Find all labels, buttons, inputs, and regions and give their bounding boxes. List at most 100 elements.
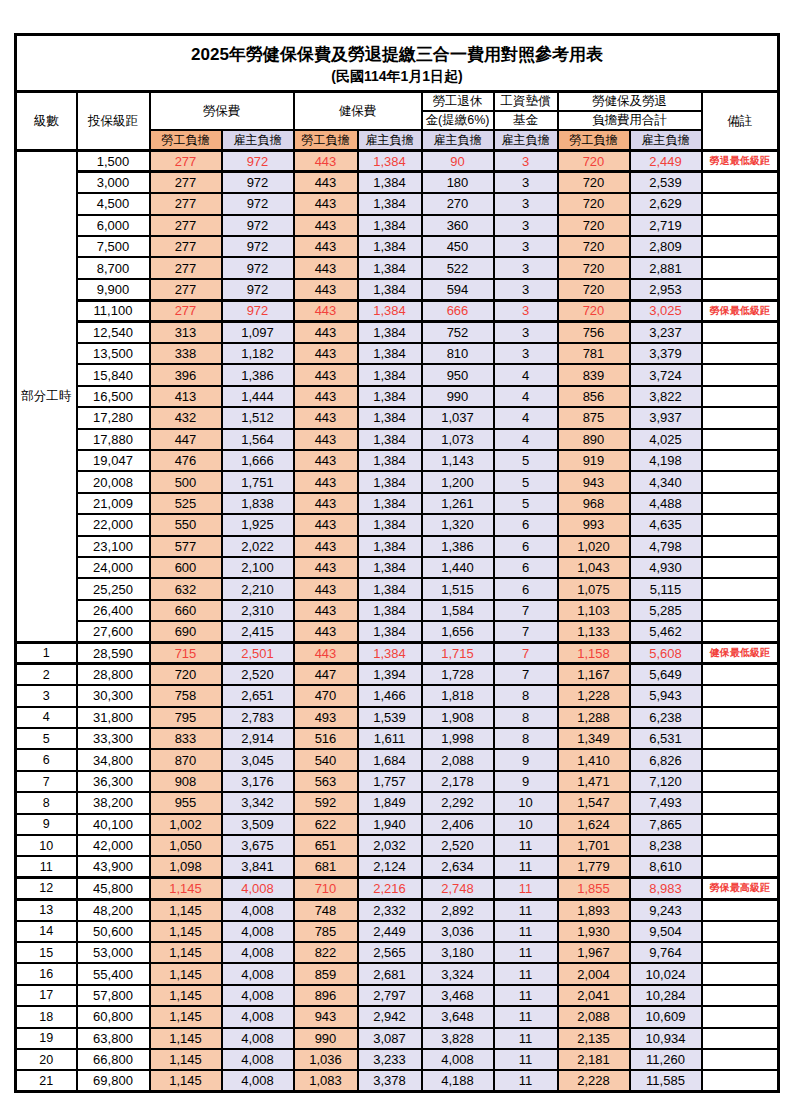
cell-labor-employer: 972 <box>222 193 294 214</box>
cell-salary: 43,900 <box>77 856 150 877</box>
cell-remark <box>702 899 779 920</box>
table-row: 27,6006902,4154431,3841,65671,1335,462 <box>16 621 779 642</box>
cell-pension-employer: 1,998 <box>422 728 494 749</box>
cell-labor-employer: 972 <box>222 279 294 300</box>
cell-labor-employee: 1,145 <box>150 942 222 963</box>
cell-health-employee: 540 <box>294 749 358 770</box>
cell-health-employer: 1,394 <box>358 664 422 685</box>
cell-remark <box>702 749 779 770</box>
table-row: 24,0006002,1004431,3841,44061,0434,930 <box>16 557 779 578</box>
cell-total-employer: 2,953 <box>630 279 702 300</box>
cell-level: 17 <box>16 985 77 1006</box>
cell-health-employer: 1,384 <box>358 364 422 385</box>
cell-health-employee: 443 <box>294 343 358 364</box>
cell-wage-fund-employer: 11 <box>494 1006 558 1027</box>
cell-total-employee: 2,181 <box>558 1049 630 1070</box>
cell-total-employer: 10,284 <box>630 985 702 1006</box>
cell-total-employee: 781 <box>558 343 630 364</box>
cell-level: 20 <box>16 1049 77 1070</box>
cell-wage-fund-employer: 5 <box>494 450 558 471</box>
cell-wage-fund-employer: 3 <box>494 343 558 364</box>
cell-remark <box>702 450 779 471</box>
cell-level: 1 <box>16 642 77 663</box>
cell-total-employer: 10,024 <box>630 963 702 984</box>
premium-reference-table-container: 2025年勞健保保費及勞退提繳三合一費用對照參考用表 (民國114年1月1日起)… <box>14 33 780 1093</box>
cell-health-employer: 3,378 <box>358 1070 422 1091</box>
cell-total-employer: 2,539 <box>630 172 702 193</box>
cell-pension-employer: 1,728 <box>422 664 494 685</box>
cell-wage-fund-employer: 3 <box>494 193 558 214</box>
cell-remark <box>702 664 779 685</box>
cell-total-employer: 7,493 <box>630 792 702 813</box>
cell-health-employer: 1,384 <box>358 236 422 257</box>
cell-labor-employee: 277 <box>150 215 222 236</box>
cell-remark <box>702 557 779 578</box>
cell-health-employee: 443 <box>294 621 358 642</box>
cell-health-employee: 443 <box>294 407 358 428</box>
cell-salary: 4,500 <box>77 193 150 214</box>
cell-pension-employer: 3,468 <box>422 985 494 1006</box>
table-row: 1042,0001,0503,6756512,0322,520111,7018,… <box>16 835 779 856</box>
table-row: 8,7002779724431,38452237202,881 <box>16 257 779 278</box>
subheader-labor-employee: 勞工負擔 <box>150 130 222 151</box>
cell-labor-employer: 2,914 <box>222 728 294 749</box>
table-row: 19,0474761,6664431,3841,14359194,198 <box>16 450 779 471</box>
cell-remark <box>702 407 779 428</box>
cell-health-employee: 443 <box>294 578 358 599</box>
cell-health-employer: 1,384 <box>358 600 422 621</box>
cell-total-employer: 2,449 <box>630 151 702 172</box>
cell-health-employee: 748 <box>294 899 358 920</box>
cell-salary: 30,300 <box>77 685 150 706</box>
cell-total-employer: 9,243 <box>630 899 702 920</box>
cell-health-employee: 447 <box>294 664 358 685</box>
cell-level: 11 <box>16 856 77 877</box>
col-header-level: 級數 <box>16 92 77 151</box>
cell-total-employer: 4,930 <box>630 557 702 578</box>
cell-wage-fund-employer: 3 <box>494 279 558 300</box>
table-row: 330,3007582,6514701,4661,81881,2285,943 <box>16 685 779 706</box>
cell-remark <box>702 771 779 792</box>
table-row: 1963,8001,1454,0089903,0873,828112,13510… <box>16 1028 779 1049</box>
table-row: 128,5907152,5014431,3841,71571,1585,608健… <box>16 642 779 663</box>
cell-total-employer: 4,798 <box>630 536 702 557</box>
cell-wage-fund-employer: 11 <box>494 942 558 963</box>
cell-pension-employer: 1,656 <box>422 621 494 642</box>
cell-health-employee: 896 <box>294 985 358 1006</box>
cell-health-employer: 1,611 <box>358 728 422 749</box>
cell-total-employer: 3,237 <box>630 322 702 343</box>
cell-pension-employer: 3,036 <box>422 921 494 942</box>
cell-labor-employee: 338 <box>150 343 222 364</box>
cell-health-employer: 1,384 <box>358 322 422 343</box>
table-row: 17,8804471,5644431,3841,07348904,025 <box>16 429 779 450</box>
table-row: 4,5002779724431,38427037202,629 <box>16 193 779 214</box>
cell-total-employee: 720 <box>558 279 630 300</box>
cell-labor-employer: 972 <box>222 172 294 193</box>
cell-wage-fund-employer: 3 <box>494 236 558 257</box>
cell-pension-employer: 270 <box>422 193 494 214</box>
cell-labor-employer: 4,008 <box>222 942 294 963</box>
cell-total-employee: 1,701 <box>558 835 630 856</box>
cell-remark <box>702 257 779 278</box>
table-row: 1348,2001,1454,0087482,3322,892111,8939,… <box>16 899 779 920</box>
cell-health-employee: 443 <box>294 257 358 278</box>
cell-level: 8 <box>16 792 77 813</box>
cell-remark <box>702 493 779 514</box>
cell-health-employer: 2,332 <box>358 899 422 920</box>
cell-pension-employer: 1,037 <box>422 407 494 428</box>
cell-salary: 1,500 <box>77 151 150 172</box>
cell-total-employer: 8,610 <box>630 856 702 877</box>
table-row: 部分工時1,5002779724431,3849037202,449勞退最低級距 <box>16 151 779 172</box>
cell-labor-employee: 1,145 <box>150 985 222 1006</box>
cell-labor-employee: 1,145 <box>150 1028 222 1049</box>
cell-salary: 63,800 <box>77 1028 150 1049</box>
cell-health-employee: 443 <box>294 514 358 535</box>
cell-total-employee: 1,103 <box>558 600 630 621</box>
cell-labor-employer: 3,045 <box>222 749 294 770</box>
cell-total-employee: 720 <box>558 193 630 214</box>
cell-total-employee: 839 <box>558 364 630 385</box>
cell-labor-employer: 972 <box>222 215 294 236</box>
cell-total-employee: 720 <box>558 236 630 257</box>
cell-salary: 24,000 <box>77 557 150 578</box>
table-row: 23,1005772,0224431,3841,38661,0204,798 <box>16 536 779 557</box>
cell-remark <box>702 364 779 385</box>
